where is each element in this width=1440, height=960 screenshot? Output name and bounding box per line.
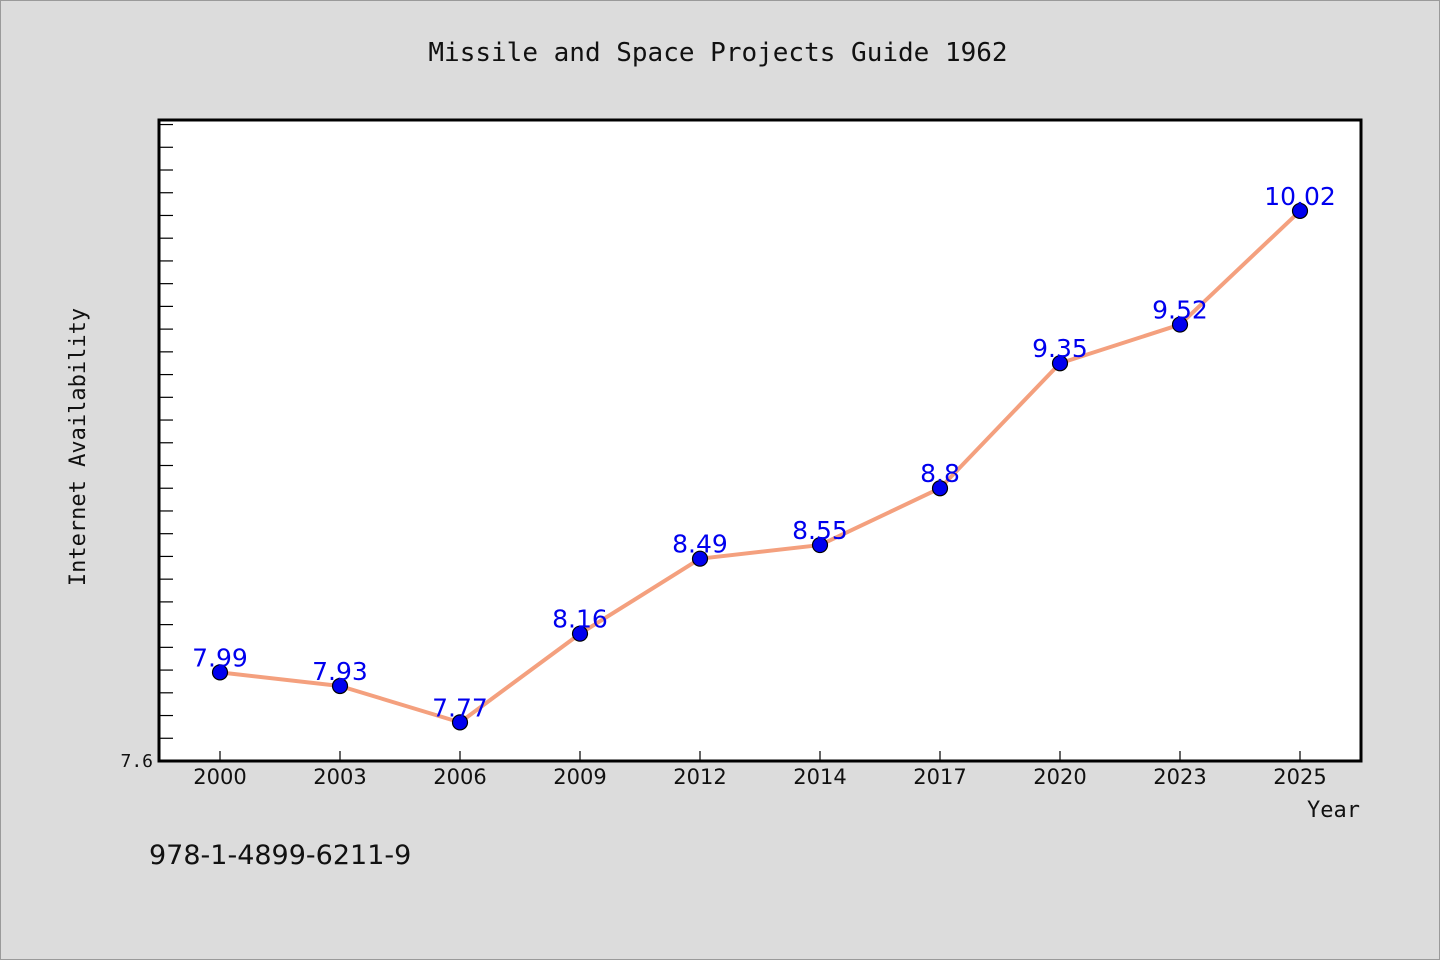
x-tick-label: 2017 (913, 765, 966, 789)
data-label: 8.55 (792, 516, 848, 545)
x-axis-ticks: 2000 2003 2006 2009 2012 2014 2017 2020 2023 2025 (193, 751, 1327, 789)
x-tick-label: 2012 (673, 765, 726, 789)
x-axis-title: Year (1307, 798, 1360, 823)
data-point (931, 480, 949, 497)
data-labels: 7.99 7.93 7.77 8.16 8.49 8.55 8.8 9.35 9.52 10.02 (192, 182, 1336, 722)
x-tick-label: 2023 (1153, 765, 1206, 789)
x-tick-label: 2000 (193, 765, 246, 789)
x-tick-label: 2025 (1273, 765, 1326, 789)
data-point (211, 664, 229, 681)
series-line (219, 209, 1302, 725)
data-point (811, 536, 829, 554)
isbn-label: 978-1-4899-6211-9 (149, 840, 411, 871)
x-tick-label: 2006 (433, 765, 486, 789)
x-tick-label: 2003 (313, 765, 366, 789)
x-tick-label: 2009 (553, 765, 606, 789)
data-label: 9.35 (1032, 334, 1088, 363)
plot-area (157, 118, 1363, 763)
data-label: 7.99 (192, 643, 248, 672)
data-point (1171, 316, 1189, 333)
data-point (691, 550, 709, 567)
data-label: 7.77 (432, 693, 488, 722)
data-label: 8.16 (552, 605, 608, 634)
data-label: 8.49 (672, 530, 728, 559)
chart-title: Missile and Space Projects Guide 1962 (428, 38, 1007, 68)
data-point (331, 677, 349, 695)
series-markers (211, 202, 1309, 731)
x-tick-label: 2020 (1033, 765, 1086, 789)
data-point (571, 625, 589, 642)
y-tick-label: 7.6 (120, 751, 153, 772)
data-point (1291, 202, 1309, 220)
data-label: 8.8 (920, 459, 960, 488)
y-axis-ticks (159, 123, 173, 762)
data-label: 9.52 (1152, 296, 1208, 325)
x-tick-label: 2014 (793, 765, 846, 789)
data-point (1051, 355, 1069, 372)
y-axis-title: Internet Availability (66, 308, 91, 586)
data-point (451, 714, 469, 731)
data-label: 7.93 (312, 657, 368, 686)
data-label: 10.02 (1264, 182, 1336, 211)
